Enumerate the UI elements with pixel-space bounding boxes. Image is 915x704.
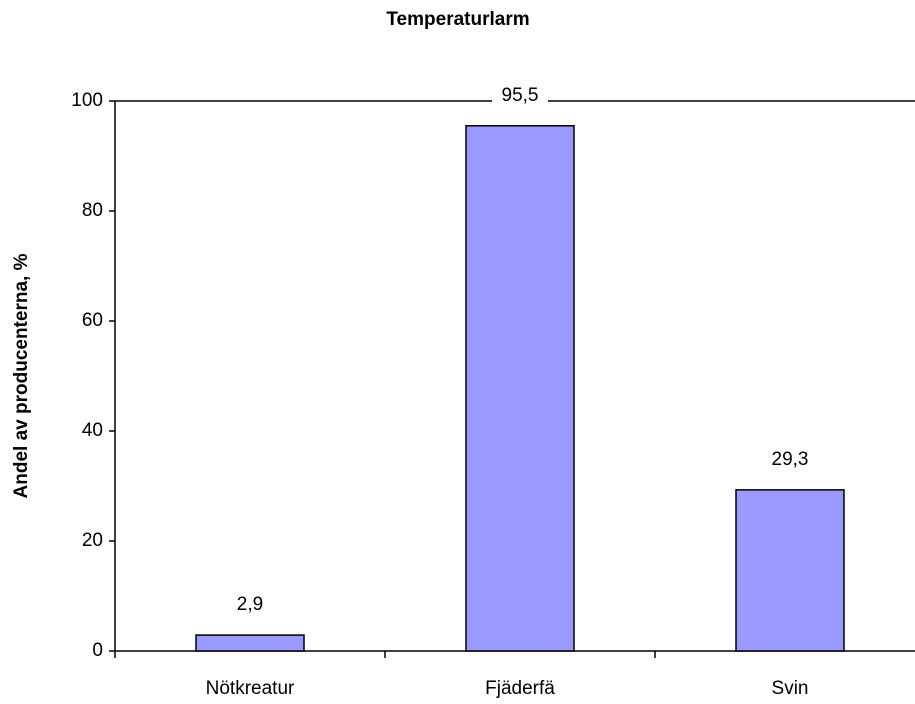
bar <box>195 634 305 652</box>
y-axis-label: Andel av producenterna, % <box>11 253 32 498</box>
y-tick-label: 40 <box>82 420 103 441</box>
chart-title: Temperaturlarm <box>386 9 529 30</box>
y-tick-label: 0 <box>92 640 103 661</box>
y-tick-label: 80 <box>82 200 103 221</box>
y-tick-label: 100 <box>71 90 103 111</box>
value-label-bg <box>222 593 278 618</box>
x-tick-label: Fjäderfä <box>485 678 555 699</box>
value-label: 2,9 <box>237 594 263 615</box>
value-label: 95,5 <box>502 85 539 106</box>
x-tick-label: Svin <box>772 678 809 699</box>
y-tick-label: 20 <box>82 530 103 551</box>
bar <box>735 489 845 652</box>
value-label: 29,3 <box>772 449 809 470</box>
y-tick-label: 60 <box>82 310 103 331</box>
value-label-bg <box>492 83 548 108</box>
x-tick-label: Nötkreatur <box>206 678 295 699</box>
value-label-bg <box>762 447 818 472</box>
bar <box>465 125 575 652</box>
